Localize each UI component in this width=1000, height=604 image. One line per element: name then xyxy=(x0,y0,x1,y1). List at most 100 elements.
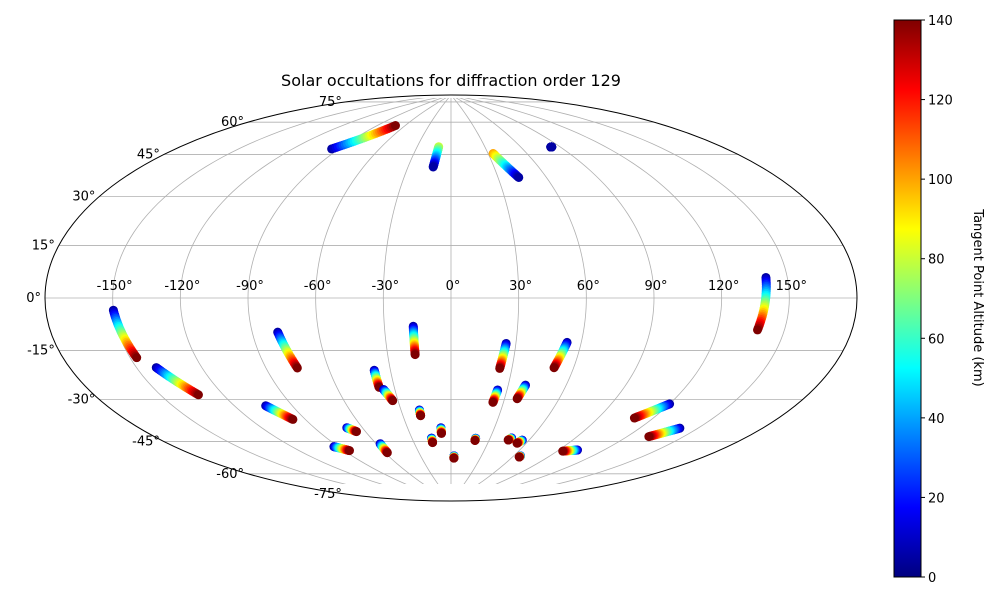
lat-tick-label: -75° xyxy=(314,487,342,502)
lon-tick-label: 30° xyxy=(509,279,532,294)
latitude-labels: 75° 60° 45° 30° 15° 0° -15° -30° -45° -60° -75° xyxy=(26,95,342,502)
lat-tick-label: 15° xyxy=(32,238,55,253)
track-point xyxy=(495,363,505,373)
occultation-track xyxy=(151,363,203,400)
lon-tick-label: -30° xyxy=(371,279,399,294)
occultation-track xyxy=(495,338,511,373)
occultation-track xyxy=(261,401,298,424)
colorbar: 0 20 40 60 80 100 120 140 Tangent Point Altitud… xyxy=(893,14,985,586)
track-point xyxy=(629,413,639,423)
track-point xyxy=(549,363,559,373)
occultation-track xyxy=(512,380,530,404)
occultation-track xyxy=(558,445,583,456)
occultation-track xyxy=(644,423,685,442)
track-point xyxy=(382,448,392,458)
lat-tick-label: -15° xyxy=(27,344,55,359)
occultation-track xyxy=(327,121,400,154)
track-point xyxy=(558,446,568,456)
track-point xyxy=(344,446,354,456)
meridian-90 xyxy=(458,98,655,484)
track-point xyxy=(193,390,203,400)
track-point xyxy=(390,121,400,131)
meridian--120 xyxy=(179,98,438,484)
occultation-track xyxy=(342,423,361,437)
track-point xyxy=(503,435,513,445)
colorbar-tick-label: 100 xyxy=(928,173,953,188)
lon-tick-label: 120° xyxy=(708,279,739,294)
colorbar-tick-label: 0 xyxy=(928,571,936,586)
occultation-track xyxy=(512,435,527,448)
meridian-60 xyxy=(455,98,587,484)
meridian--30 xyxy=(382,98,450,484)
colorbar-gradient xyxy=(893,19,922,578)
occultation-track xyxy=(428,142,444,172)
lon-tick-label: -120° xyxy=(164,279,200,294)
meridian--60 xyxy=(315,98,447,484)
lon-tick-label: -90° xyxy=(236,279,264,294)
map-area xyxy=(44,94,858,502)
track-point xyxy=(488,397,498,407)
lon-tick-label: 150° xyxy=(776,279,807,294)
occultation-track xyxy=(449,451,459,463)
map-outline xyxy=(44,94,858,502)
track-point xyxy=(547,142,557,152)
occultation-track xyxy=(108,305,142,363)
track-point xyxy=(132,353,142,363)
track-point xyxy=(410,350,420,360)
colorbar-tick-label: 80 xyxy=(928,253,945,268)
map-boundary xyxy=(44,94,858,502)
colorbar-tick-label: 20 xyxy=(928,491,945,506)
lat-tick-label: 75° xyxy=(319,95,342,110)
lat-tick-label: 30° xyxy=(72,190,95,205)
lon-tick-label: 0° xyxy=(446,279,461,294)
track-point xyxy=(514,172,524,182)
longitude-labels: -150° -120° -90° -60° -30° 0° 30° 60° 90° 120° 150… xyxy=(97,279,807,294)
track-point xyxy=(644,432,654,442)
occultation-track xyxy=(546,142,557,152)
colorbar-tick-label: 140 xyxy=(928,14,953,29)
track-point xyxy=(288,414,298,424)
meridian-30 xyxy=(452,98,520,484)
lat-tick-label: -30° xyxy=(68,393,96,408)
occultation-track xyxy=(408,321,420,360)
occultation-track xyxy=(488,385,503,407)
occultation-track xyxy=(503,433,517,445)
track-point xyxy=(470,436,480,445)
lat-tick-label: 45° xyxy=(137,147,160,162)
occultation-track xyxy=(488,149,524,182)
colorbar-ticks: 0 20 40 60 80 100 120 140 xyxy=(921,14,953,586)
lat-tick-label: -60° xyxy=(216,467,244,482)
occultation-track xyxy=(514,451,525,462)
lon-tick-label: 90° xyxy=(644,279,667,294)
lat-tick-label: -45° xyxy=(132,435,160,450)
meridian-120 xyxy=(464,98,723,484)
occultation-track xyxy=(629,399,675,423)
track-point xyxy=(512,394,522,404)
occultation-track xyxy=(329,442,354,456)
occultation-track xyxy=(470,433,481,445)
meridian-150 xyxy=(476,98,790,484)
lat-tick-label: 0° xyxy=(26,291,41,306)
occultation-tracks xyxy=(108,121,771,463)
track-point xyxy=(416,411,426,421)
lon-tick-label: -150° xyxy=(97,279,133,294)
occultation-track xyxy=(549,337,572,373)
track-point xyxy=(388,396,398,406)
meridian--150 xyxy=(112,98,426,484)
track-point xyxy=(428,162,438,172)
track-point xyxy=(428,438,438,448)
occultation-track xyxy=(375,439,392,458)
occultation-track xyxy=(436,423,446,438)
lon-tick-label: 60° xyxy=(577,279,600,294)
colorbar-label: Tangent Point Altitude (km) xyxy=(970,208,985,386)
track-point xyxy=(449,453,459,463)
track-point xyxy=(292,363,302,373)
chart-title: Solar occultations for diffraction order… xyxy=(281,71,621,90)
occultation-track xyxy=(427,433,438,448)
occultation-track xyxy=(273,327,302,373)
track-point xyxy=(514,452,524,462)
track-point xyxy=(352,427,361,437)
occultation-track xyxy=(369,365,384,392)
occultation-track xyxy=(753,272,771,335)
